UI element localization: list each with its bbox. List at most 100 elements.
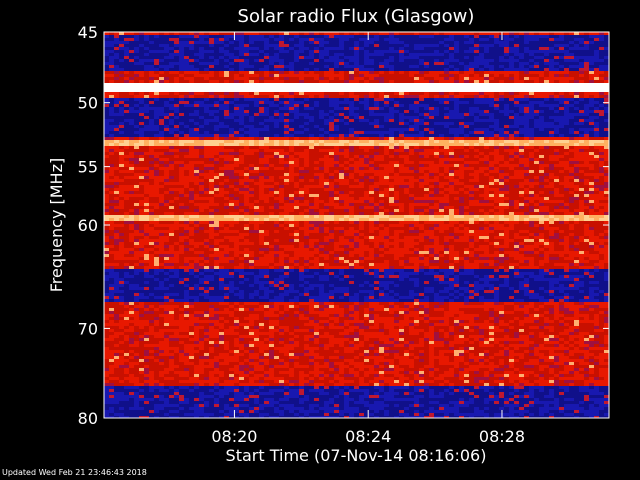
heatmap-cell: [324, 68, 329, 71]
heatmap-cell: [189, 83, 194, 86]
heatmap-cell: [379, 107, 384, 110]
heatmap-cell: [524, 50, 529, 53]
heatmap-cell: [114, 77, 119, 80]
heatmap-cell: [354, 104, 359, 107]
heatmap-cell: [444, 155, 449, 158]
heatmap-cell: [544, 65, 549, 68]
heatmap-cell: [564, 98, 569, 101]
heatmap-cell: [174, 65, 179, 68]
heatmap-cell: [159, 38, 164, 41]
heatmap-cell: [229, 38, 234, 41]
heatmap-cell: [174, 128, 179, 131]
heatmap-cell: [324, 155, 329, 158]
heatmap-cell: [594, 113, 599, 116]
heatmap-cell: [234, 95, 239, 98]
heatmap-cell: [244, 128, 249, 131]
heatmap-cell: [464, 152, 469, 155]
heatmap-cell: [164, 152, 169, 155]
heatmap-cell: [189, 50, 194, 53]
heatmap-cell: [444, 173, 449, 176]
heatmap-cell: [519, 56, 524, 59]
heatmap-cell: [309, 110, 314, 113]
heatmap-cell: [349, 113, 354, 116]
heatmap-cell: [389, 137, 394, 140]
heatmap-cell: [434, 134, 439, 137]
heatmap-cell: [454, 59, 459, 62]
heatmap-cell: [124, 68, 129, 71]
heatmap-cell: [254, 110, 259, 113]
heatmap-cell: [114, 146, 119, 149]
heatmap-cell: [429, 41, 434, 44]
heatmap-cell: [319, 110, 324, 113]
heatmap-cell: [134, 167, 139, 170]
heatmap-cell: [564, 95, 569, 98]
heatmap-cell: [584, 134, 589, 137]
heatmap-cell: [234, 53, 239, 56]
heatmap-cell: [564, 53, 569, 56]
heatmap-cell: [554, 143, 559, 146]
heatmap-cell: [379, 98, 384, 101]
heatmap-cell: [519, 149, 524, 152]
heatmap-cell: [334, 131, 339, 134]
heatmap-cell: [364, 104, 369, 107]
heatmap-cell: [344, 152, 349, 155]
heatmap-cell: [559, 155, 564, 158]
heatmap-cell: [364, 143, 369, 146]
heatmap-cell: [264, 35, 269, 38]
heatmap-cell: [279, 137, 284, 140]
heatmap-cell: [404, 164, 409, 167]
heatmap-cell: [474, 131, 479, 134]
heatmap-cell: [499, 89, 504, 92]
heatmap-cell: [539, 113, 544, 116]
heatmap-cell: [249, 95, 254, 98]
heatmap-cell: [124, 146, 129, 149]
heatmap-cell: [224, 140, 229, 143]
heatmap-cell: [309, 80, 314, 83]
heatmap-cell: [489, 143, 494, 146]
heatmap-cell: [604, 32, 609, 35]
heatmap-cell: [394, 107, 399, 110]
heatmap-cell: [569, 71, 574, 74]
heatmap-cell: [244, 65, 249, 68]
heatmap-cell: [604, 155, 609, 158]
heatmap-cell: [589, 122, 594, 125]
heatmap-cell: [164, 62, 169, 65]
heatmap-cell: [344, 143, 349, 146]
heatmap-cell: [139, 152, 144, 155]
heatmap-cell: [439, 83, 444, 86]
heatmap-cell: [509, 92, 514, 95]
heatmap-cell: [179, 152, 184, 155]
heatmap-cell: [319, 128, 324, 131]
heatmap-cell: [254, 167, 259, 170]
heatmap-cell: [579, 59, 584, 62]
heatmap-cell: [304, 53, 309, 56]
heatmap-cell: [499, 161, 504, 164]
heatmap-cell: [479, 77, 484, 80]
heatmap-cell: [364, 59, 369, 62]
heatmap-cell: [239, 35, 244, 38]
heatmap-cell: [484, 47, 489, 50]
heatmap-cell: [459, 125, 464, 128]
heatmap-cell: [409, 35, 414, 38]
heatmap-cell: [529, 71, 534, 74]
heatmap-cell: [274, 149, 279, 152]
heatmap-cell: [209, 41, 214, 44]
heatmap-cell: [359, 35, 364, 38]
heatmap-cell: [419, 35, 424, 38]
heatmap-cell: [189, 164, 194, 167]
heatmap-cell: [589, 119, 594, 122]
heatmap-cell: [309, 164, 314, 167]
heatmap-cell: [299, 143, 304, 146]
heatmap-cell: [409, 107, 414, 110]
heatmap-cell: [604, 59, 609, 62]
heatmap-cell: [349, 101, 354, 104]
heatmap-cell: [524, 32, 529, 35]
heatmap-cell: [414, 173, 419, 176]
heatmap-cell: [524, 128, 529, 131]
heatmap-cell: [554, 101, 559, 104]
heatmap-cell: [464, 53, 469, 56]
heatmap-cell: [399, 122, 404, 125]
heatmap-cell: [174, 74, 179, 77]
heatmap-cell: [299, 95, 304, 98]
